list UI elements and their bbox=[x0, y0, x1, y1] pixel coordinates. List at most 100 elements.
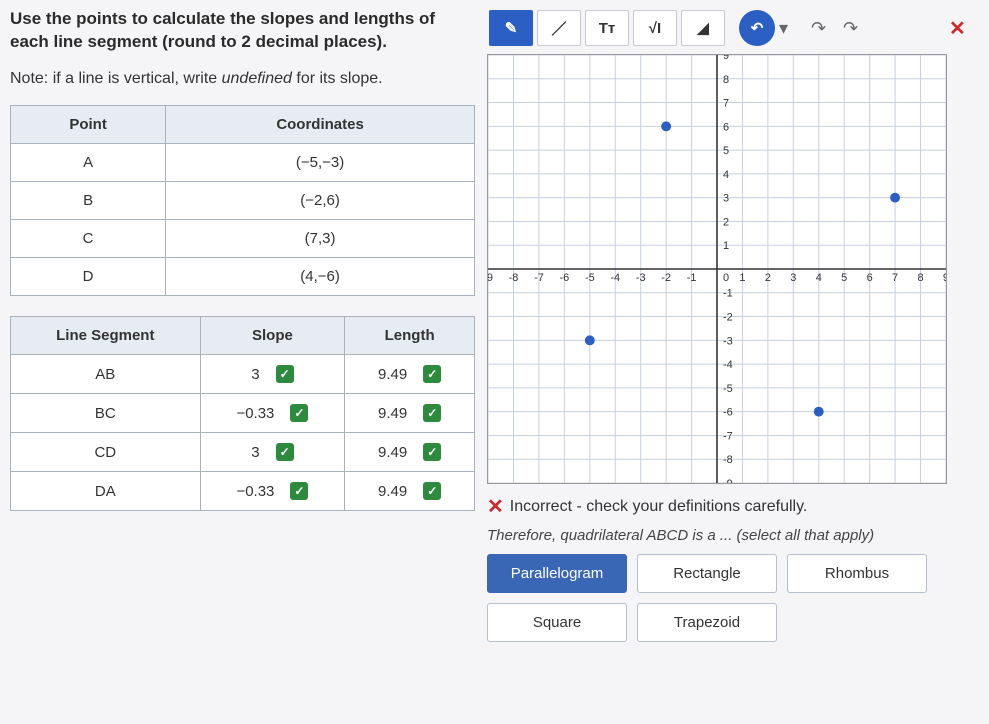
length-cell-value: 9.49 bbox=[378, 483, 407, 500]
check-icon: ✓ bbox=[276, 365, 294, 383]
segment-name: DA bbox=[11, 472, 201, 511]
instruction-text: Use the points to calculate the slopes a… bbox=[10, 8, 475, 54]
svg-text:2: 2 bbox=[723, 216, 729, 228]
left-column: Use the points to calculate the slopes a… bbox=[10, 8, 475, 716]
redo-button-1[interactable]: ↷ bbox=[811, 18, 839, 39]
pen-icon: ✎ bbox=[505, 19, 518, 37]
slope-cell[interactable]: 3✓ bbox=[200, 433, 345, 472]
table-row: DA−0.33✓9.49✓ bbox=[11, 472, 475, 511]
pen-tool[interactable]: ✎ bbox=[489, 10, 533, 46]
point-coord: (7,3) bbox=[166, 220, 475, 258]
close-button[interactable]: ✕ bbox=[949, 16, 977, 41]
point-label: B bbox=[11, 182, 166, 220]
line-icon: ／ bbox=[551, 18, 566, 39]
svg-text:3: 3 bbox=[790, 272, 796, 284]
redo-button-2[interactable]: ↷ bbox=[843, 18, 871, 39]
drawing-toolbar: ✎ ／ Tт √I ◢ ↶ ▾ ↷ ↷ ✕ bbox=[487, 8, 979, 48]
svg-text:-3: -3 bbox=[636, 272, 646, 284]
svg-text:6: 6 bbox=[723, 121, 729, 133]
answer-buttons: Parallelogram Rectangle Rhombus Square Trape… bbox=[487, 554, 979, 642]
length-cell[interactable]: 9.49 ✓ bbox=[345, 355, 475, 394]
chevron-down-icon: ▾ bbox=[779, 18, 788, 38]
answer-parallelogram[interactable]: Parallelogram bbox=[487, 554, 627, 593]
point-coord: (4,−6) bbox=[166, 258, 475, 296]
segment-name: AB bbox=[11, 355, 201, 394]
dropdown-button[interactable]: ▾ bbox=[779, 18, 807, 39]
note-prefix: Note: if a line is vertical, write bbox=[10, 70, 222, 87]
svg-text:5: 5 bbox=[841, 272, 847, 284]
answer-rectangle[interactable]: Rectangle bbox=[637, 554, 777, 593]
note-text: Note: if a line is vertical, write undef… bbox=[10, 68, 475, 90]
svg-text:-6: -6 bbox=[723, 407, 733, 419]
svg-text:8: 8 bbox=[917, 272, 923, 284]
svg-text:-1: -1 bbox=[687, 272, 697, 284]
svg-text:-5: -5 bbox=[585, 272, 595, 284]
points-table: Point Coordinates A(−5,−3)B(−2,6)C(7,3)D… bbox=[10, 105, 475, 296]
svg-text:5: 5 bbox=[723, 145, 729, 157]
svg-text:-3: -3 bbox=[723, 335, 733, 347]
point-coord: (−5,−3) bbox=[166, 144, 475, 182]
svg-text:-9: -9 bbox=[723, 478, 733, 483]
length-cell[interactable]: 9.49✓ bbox=[345, 472, 475, 511]
table-row: AB3✓9.49✓ bbox=[11, 355, 475, 394]
svg-text:-5: -5 bbox=[723, 383, 733, 395]
slope-cell-value: 3 bbox=[251, 366, 259, 383]
svg-text:2: 2 bbox=[765, 272, 771, 284]
check-icon: ✓ bbox=[290, 482, 308, 500]
check-icon: ✓ bbox=[290, 404, 308, 422]
erase-tool[interactable]: ◢ bbox=[681, 10, 725, 46]
svg-text:-7: -7 bbox=[723, 430, 733, 442]
line-tool[interactable]: ／ bbox=[537, 10, 581, 46]
incorrect-icon: ✕ bbox=[487, 494, 504, 519]
svg-text:-2: -2 bbox=[723, 312, 733, 324]
svg-text:0: 0 bbox=[723, 272, 729, 284]
svg-text:-4: -4 bbox=[723, 359, 733, 371]
seg-header-seg: Line Segment bbox=[11, 317, 201, 355]
table-row: C(7,3) bbox=[11, 220, 475, 258]
feedback-row: ✕ Incorrect - check your definitions car… bbox=[487, 494, 979, 519]
point-label: A bbox=[11, 144, 166, 182]
grid-svg: -9-8-7-6-5-4-3-2-1123456789-9-8-7-6-5-4-… bbox=[488, 55, 946, 483]
answer-rhombus[interactable]: Rhombus bbox=[787, 554, 927, 593]
text-tool[interactable]: Tт bbox=[585, 10, 629, 46]
length-cell[interactable]: 9.49✓ bbox=[345, 433, 475, 472]
note-suffix: for its slope. bbox=[292, 70, 383, 87]
math-icon: √I bbox=[649, 20, 661, 37]
coordinate-graph[interactable]: -9-8-7-6-5-4-3-2-1123456789-9-8-7-6-5-4-… bbox=[487, 54, 947, 484]
svg-text:-4: -4 bbox=[610, 272, 620, 284]
segment-name: BC bbox=[11, 394, 201, 433]
svg-text:-9: -9 bbox=[488, 272, 493, 284]
points-header-point: Point bbox=[11, 106, 166, 144]
svg-text:-8: -8 bbox=[509, 272, 519, 284]
svg-text:7: 7 bbox=[892, 272, 898, 284]
slope-cell-value: −0.33 bbox=[236, 405, 274, 422]
erase-icon: ◢ bbox=[697, 19, 709, 37]
svg-text:9: 9 bbox=[943, 272, 946, 284]
check-icon: ✓ bbox=[276, 443, 294, 461]
close-icon: ✕ bbox=[949, 18, 966, 40]
svg-text:-6: -6 bbox=[560, 272, 570, 284]
length-cell-value: 9.49 bbox=[378, 444, 407, 461]
slope-cell[interactable]: 3✓ bbox=[200, 355, 345, 394]
table-row: D(4,−6) bbox=[11, 258, 475, 296]
svg-text:-1: -1 bbox=[723, 288, 733, 300]
undo-button[interactable]: ↶ bbox=[739, 10, 775, 46]
svg-text:-7: -7 bbox=[534, 272, 544, 284]
svg-text:1: 1 bbox=[739, 272, 745, 284]
therefore-text: Therefore, quadrilateral ABCD is a ... (… bbox=[487, 527, 979, 544]
svg-text:4: 4 bbox=[816, 272, 822, 284]
point-coord: (−2,6) bbox=[166, 182, 475, 220]
math-tool[interactable]: √I bbox=[633, 10, 677, 46]
slope-cell[interactable]: −0.33 ✓ bbox=[200, 394, 345, 433]
redo-icon: ↷ bbox=[811, 18, 826, 38]
svg-text:9: 9 bbox=[723, 55, 729, 62]
length-cell[interactable]: 9.49✓ bbox=[345, 394, 475, 433]
answer-trapezoid[interactable]: Trapezoid bbox=[637, 603, 777, 642]
segment-name: CD bbox=[11, 433, 201, 472]
answer-square[interactable]: Square bbox=[487, 603, 627, 642]
text-icon: Tт bbox=[599, 20, 616, 37]
check-icon: ✓ bbox=[423, 365, 441, 383]
length-cell-value: 9.49 bbox=[378, 366, 407, 383]
slope-cell[interactable]: −0.33✓ bbox=[200, 472, 345, 511]
table-row: BC −0.33 ✓ 9.49✓ bbox=[11, 394, 475, 433]
